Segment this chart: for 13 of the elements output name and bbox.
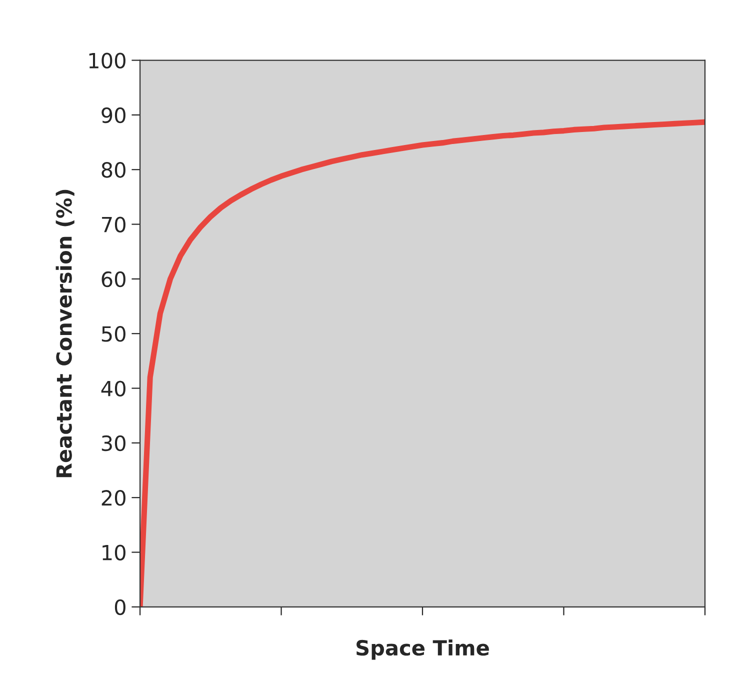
x-axis-title: Space Time (356, 640, 489, 660)
y-tick-label: 20 (102, 490, 126, 506)
y-tick-label: 80 (102, 162, 126, 178)
y-tick-label: 30 (102, 435, 126, 452)
y-tick-label: 40 (101, 380, 126, 396)
y-tick-label: 70 (102, 216, 126, 232)
y-tick-label: 50 (102, 326, 126, 342)
y-axis-title: Reactant Conversion (%) (56, 190, 74, 478)
y-tick-label: 100 (89, 52, 126, 68)
y-tick-label: 0 (114, 599, 126, 616)
y-tick-label: 90 (102, 107, 126, 124)
y-tick-label: 10 (102, 544, 126, 560)
y-tick-label: 60 (102, 271, 126, 288)
